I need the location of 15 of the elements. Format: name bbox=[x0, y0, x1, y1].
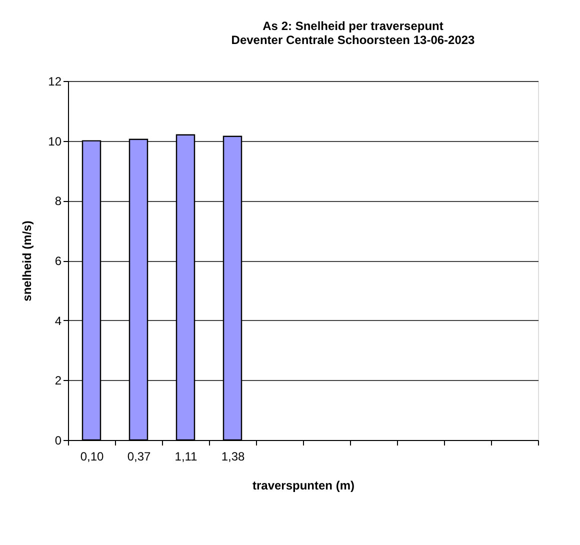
x-tick-label: 1,11 bbox=[174, 450, 198, 464]
x-axis-title: traverspunten (m) bbox=[252, 478, 355, 492]
y-tick-label: 10 bbox=[48, 134, 62, 148]
x-tick-label: 0,10 bbox=[80, 450, 104, 464]
y-axis-title: snelheid (m/s) bbox=[20, 220, 34, 302]
x-tick-label: 1,38 bbox=[221, 450, 245, 464]
y-tick-label: 6 bbox=[54, 254, 62, 268]
chart-subtitle: Deventer Centrale Schoorsteen 13-06-2023 bbox=[231, 33, 476, 47]
y-tick-label: 8 bbox=[54, 194, 62, 208]
chart-title: As 2: Snelheid per traversepunt bbox=[262, 19, 444, 33]
y-tick-label: 0 bbox=[54, 434, 62, 448]
y-tick-label: 12 bbox=[48, 74, 62, 88]
y-tick-label: 2 bbox=[54, 374, 62, 388]
x-tick-label: 0,37 bbox=[127, 450, 151, 464]
y-tick-label: 4 bbox=[54, 314, 62, 328]
